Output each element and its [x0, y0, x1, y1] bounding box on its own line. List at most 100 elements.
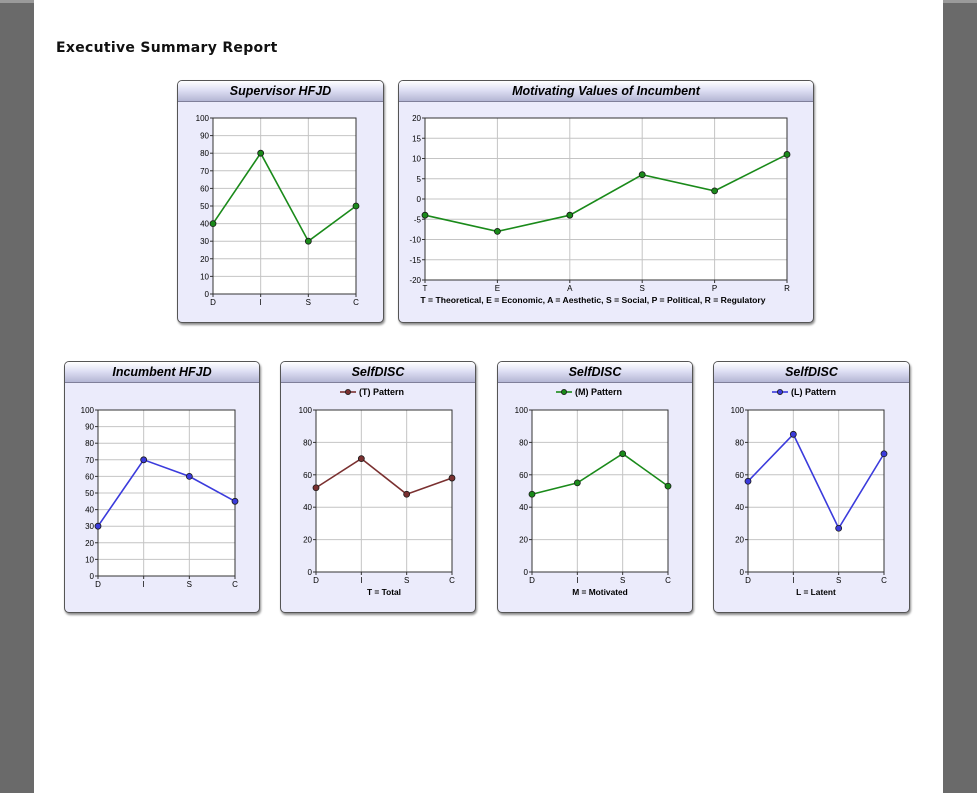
data-point — [664, 482, 672, 490]
y-tick-label: 20 — [303, 536, 312, 545]
incumbent-hfjd-panel: Incumbent HFJD 0 10 20 30 40 50 60 70 80 90 100 D I S… — [64, 361, 260, 613]
supervisor-hfjd-panel: Supervisor HFJD 0 10 20 30 40 50 60 70 80 90 100 D I… — [177, 80, 384, 323]
report-title: Executive Summary Report — [56, 40, 278, 56]
series-line — [424, 153, 788, 233]
y-tick-label: 40 — [735, 503, 744, 512]
x-tick-label: S — [640, 284, 645, 293]
y-tick-label: 50 — [85, 489, 94, 498]
incumbent-hfjd-chart: 0 10 20 30 40 50 60 70 80 90 100 D I S C — [81, 406, 239, 589]
data-point — [209, 220, 217, 227]
y-tick-label: 80 — [519, 438, 528, 447]
y-tick-label: 80 — [200, 149, 209, 158]
legend-marker — [345, 389, 352, 395]
plot-frame — [747, 409, 885, 573]
y-tick-label: 100 — [515, 406, 529, 415]
chart-footnote: T = Theoretical, E = Economic, A = Aesth… — [420, 295, 765, 305]
x-tick-label: D — [529, 576, 535, 585]
legend-label: (M) Pattern — [575, 387, 622, 397]
x-tick-label: I — [260, 298, 262, 307]
y-tick-label: 60 — [519, 471, 528, 480]
chart-footnote: T = Total — [367, 587, 401, 597]
y-tick-label: 15 — [412, 134, 421, 143]
panel-title: SelfDISC — [281, 362, 475, 383]
series-line — [315, 457, 453, 496]
y-tick-label: 0 — [308, 568, 313, 577]
x-tick-label: I — [576, 576, 578, 585]
data-point — [494, 227, 501, 235]
y-tick-label: 70 — [200, 167, 209, 176]
data-point — [619, 450, 627, 458]
y-tick-label: 90 — [85, 423, 94, 432]
data-point — [312, 484, 320, 492]
plot-frame — [424, 117, 788, 281]
x-tick-label: I — [143, 580, 145, 589]
x-tick-label: R — [784, 284, 790, 293]
plot-area — [748, 410, 884, 572]
data-point — [357, 455, 365, 462]
motivating-values-panel: Motivating Values of Incumbent -20 -15 -10… — [398, 80, 814, 323]
x-tick-label: S — [836, 576, 841, 585]
data-point — [421, 211, 429, 219]
selfdisc-motivated-panel: SelfDISC 0 20 40 60 80 100 D I S C (M) Pattern M = … — [497, 361, 693, 613]
x-tick-label: E — [495, 284, 500, 293]
series-line — [212, 151, 357, 243]
y-tick-label: 60 — [200, 184, 209, 193]
legend-marker — [777, 389, 784, 395]
y-tick-label: 40 — [303, 503, 312, 512]
y-tick-label: 20 — [85, 539, 94, 548]
y-tick-label: 60 — [735, 471, 744, 480]
plot-area — [532, 410, 668, 572]
data-point — [566, 211, 574, 219]
supervisor-hfjd-chart: 0 10 20 30 40 50 60 70 80 90 100 D I S C — [196, 114, 360, 307]
y-tick-label: 50 — [200, 202, 209, 211]
series-line — [531, 452, 669, 496]
y-tick-label: -5 — [414, 215, 422, 224]
selfdisc-latent-chart: 0 20 40 60 80 100 D I S C (L) Pattern L = Latent — [731, 387, 888, 597]
x-tick-label: A — [567, 284, 573, 293]
y-tick-label: 10 — [85, 555, 94, 564]
series-line — [747, 432, 885, 530]
y-tick-label: 100 — [196, 114, 210, 123]
x-tick-label: I — [360, 576, 362, 585]
selfdisc-total-chart: 0 20 40 60 80 100 D I S C (T) Pattern T = Total — [299, 387, 456, 597]
data-point — [880, 450, 888, 458]
y-tick-label: 100 — [299, 406, 313, 415]
y-tick-label: -20 — [409, 276, 421, 285]
selfdisc-total-panel: SelfDISC 0 20 40 60 80 100 D I S C (T) Pattern T = … — [280, 361, 476, 613]
chart-footnote: L = Latent — [796, 587, 836, 597]
y-tick-label: 20 — [200, 255, 209, 264]
y-tick-label: 40 — [519, 503, 528, 512]
y-tick-label: 90 — [200, 132, 209, 141]
legend-label: (L) Pattern — [791, 387, 836, 397]
x-tick-label: S — [187, 580, 192, 589]
data-point — [789, 430, 797, 438]
panel-title: Incumbent HFJD — [65, 362, 259, 383]
data-point — [185, 473, 193, 480]
x-tick-label: D — [745, 576, 751, 585]
legend-marker — [561, 389, 568, 395]
y-tick-label: 5 — [417, 175, 422, 184]
data-point — [783, 151, 791, 158]
data-point — [94, 522, 102, 530]
y-tick-label: 0 — [524, 568, 529, 577]
data-point — [528, 490, 536, 498]
x-tick-label: S — [404, 576, 409, 585]
data-point — [835, 524, 843, 532]
y-tick-label: 0 — [417, 195, 422, 204]
y-tick-label: 60 — [85, 472, 94, 481]
y-tick-label: 80 — [303, 438, 312, 447]
y-tick-label: -10 — [409, 236, 421, 245]
y-tick-label: 30 — [200, 237, 209, 246]
y-tick-label: 80 — [85, 439, 94, 448]
x-tick-label: T — [423, 284, 428, 293]
chart-footnote: M = Motivated — [572, 587, 628, 597]
legend-label: (T) Pattern — [359, 387, 404, 397]
selfdisc-latent-panel: SelfDISC 0 20 40 60 80 100 D I S C (L) Pattern L = … — [713, 361, 910, 613]
panel-title: Motivating Values of Incumbent — [399, 81, 813, 102]
y-tick-label: 100 — [731, 406, 745, 415]
series-line — [97, 458, 236, 527]
data-point — [304, 237, 312, 245]
x-tick-label: D — [95, 580, 101, 589]
y-tick-label: -15 — [409, 256, 421, 265]
data-point — [140, 456, 148, 464]
